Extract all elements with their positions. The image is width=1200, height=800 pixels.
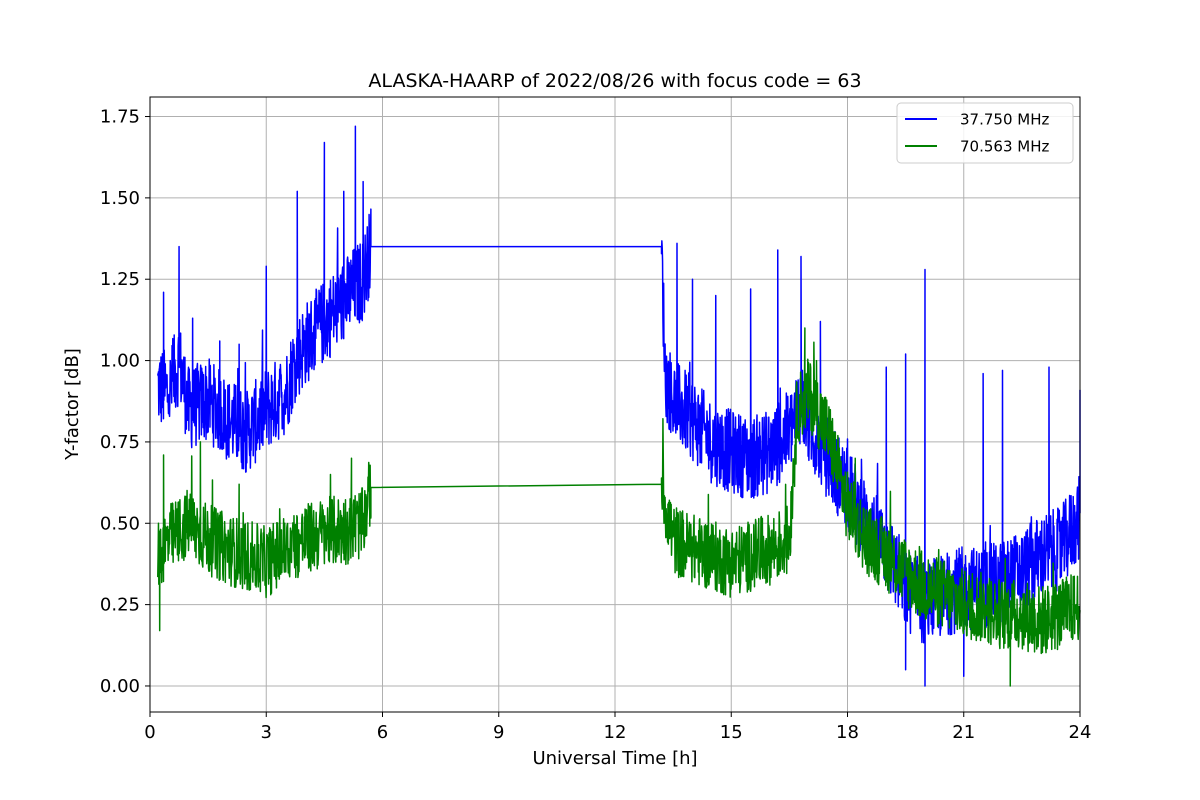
y-tick-label: 0.25 bbox=[100, 595, 140, 616]
y-tick-label: 0.50 bbox=[100, 513, 140, 534]
series-line-37750 bbox=[157, 125, 1081, 687]
x-tick-label: 0 bbox=[144, 722, 155, 743]
chart-title: ALASKA-HAARP of 2022/08/26 with focus co… bbox=[368, 70, 861, 92]
legend-box bbox=[896, 102, 1074, 164]
legend-label-70563: 70.563 MHz bbox=[960, 138, 1049, 156]
series-line-70563 bbox=[157, 327, 1081, 687]
y-tick-label: 1.25 bbox=[100, 269, 140, 290]
y-tick-label: 0.75 bbox=[100, 432, 140, 453]
x-tick-label: 15 bbox=[720, 722, 743, 743]
x-tick-label: 6 bbox=[377, 722, 388, 743]
x-tick-label: 21 bbox=[952, 722, 975, 743]
x-axis-label: Universal Time [h] bbox=[532, 748, 697, 769]
y-axis-label: Y-factor [dB] bbox=[62, 348, 83, 461]
y-tick-label: 1.00 bbox=[100, 351, 140, 372]
legend: 37.750 MHz 70.563 MHz bbox=[896, 102, 1074, 164]
y-tick-label: 1.50 bbox=[100, 188, 140, 209]
y-tick-label: 1.75 bbox=[100, 107, 140, 128]
x-tick-label: 12 bbox=[604, 722, 627, 743]
x-tick-label: 18 bbox=[836, 722, 859, 743]
ticks: 0 3 6 9 12 15 18 21 24 0.00 0.25 0.50 0.75 1.00 1.25 1.… bbox=[100, 107, 1092, 743]
series-layer bbox=[157, 125, 1081, 687]
y-tick-label: 0.00 bbox=[100, 676, 140, 697]
legend-label-37750: 37.750 MHz bbox=[960, 111, 1049, 129]
x-tick-label: 24 bbox=[1069, 722, 1092, 743]
x-tick-label: 9 bbox=[493, 722, 504, 743]
x-tick-label: 3 bbox=[261, 722, 272, 743]
